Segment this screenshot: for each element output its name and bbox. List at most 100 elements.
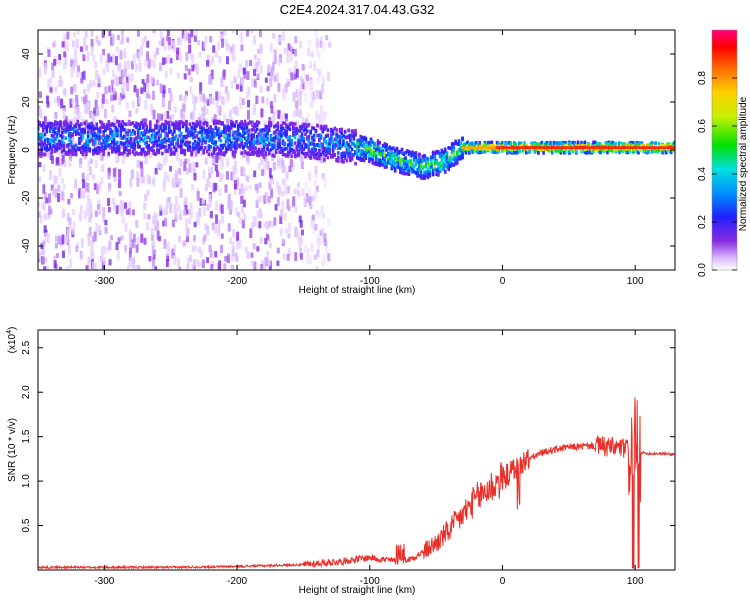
spectrogram-cell xyxy=(440,153,444,157)
spectrogram-ridge-cell xyxy=(525,146,528,149)
spectrogram-cell xyxy=(355,141,359,146)
spectrogram-cell xyxy=(218,260,222,270)
spectrogram-cell xyxy=(350,141,354,145)
spectrogram-cell xyxy=(229,116,233,123)
spectrogram-cell xyxy=(266,161,270,170)
spectrogram-cell xyxy=(242,145,245,150)
spectrogram-cell xyxy=(231,107,235,114)
colorbar: 0.00.20.40.60.8 Normalized spectral ampl… xyxy=(697,29,749,277)
spectrogram-cell xyxy=(252,133,256,138)
spectrogram-cell xyxy=(326,128,330,132)
spectrogram-cell xyxy=(392,153,395,157)
spectrogram-cell xyxy=(90,47,94,56)
spectrogram-cell xyxy=(407,172,411,177)
spectrogram-cell xyxy=(457,148,461,152)
spectrogram-cell xyxy=(210,69,214,80)
spectrogram-cell xyxy=(588,150,592,155)
spectrogram-cell xyxy=(185,126,188,131)
spectrogram-cell xyxy=(204,223,208,231)
spectrogram-cell xyxy=(288,123,292,130)
spectrogram-cell xyxy=(99,151,103,161)
spectrogram-cell xyxy=(294,188,298,194)
spectrogram-cell xyxy=(273,131,276,135)
spectrogram-cell xyxy=(252,150,256,154)
spectrogram-cell xyxy=(461,155,464,159)
spectrogram-cell xyxy=(328,42,332,48)
spectrogram-cell xyxy=(64,130,68,134)
spectrogram-cell xyxy=(454,158,457,163)
spectrogram-cell xyxy=(45,127,49,132)
spectrogram-cell xyxy=(294,206,298,213)
spectrogram-cell xyxy=(405,163,409,167)
spectrogram-cell xyxy=(95,35,99,44)
spectrogram-cell xyxy=(312,133,316,138)
spectrogram-cell xyxy=(255,200,259,208)
spectrogram-ridge-cell xyxy=(618,146,622,149)
spectrogram-cell xyxy=(135,123,138,128)
spectrogram-cell xyxy=(305,129,309,134)
spectrogram-cell xyxy=(198,207,202,218)
spectrogram-cell xyxy=(321,142,325,147)
spectrogram-cell xyxy=(236,177,240,188)
spectrogram-cell xyxy=(102,246,106,255)
spectrogram-cell xyxy=(53,98,57,104)
spectrogram-cell xyxy=(423,154,426,158)
spectrogram-cell xyxy=(385,144,388,149)
spectrogram-cell xyxy=(301,229,305,236)
spectrogram-cell xyxy=(269,135,273,139)
spectrogram-cell xyxy=(269,143,273,147)
spectrogram-cell xyxy=(102,144,105,149)
spectrogram-cell xyxy=(526,148,530,152)
spectrogram-cell xyxy=(286,152,290,156)
spectrogram-cell xyxy=(152,149,155,153)
spectrogram-cell xyxy=(162,127,166,132)
spectrogram-cell xyxy=(320,105,324,114)
spectrogram-cell xyxy=(336,146,340,151)
spectrogram-cell xyxy=(145,221,149,231)
spectrogram-cell xyxy=(385,148,388,152)
spectrogram-cell xyxy=(152,144,155,148)
spectrogram-cell xyxy=(623,142,626,146)
spectrogram-cell xyxy=(148,120,152,124)
spectrogram-cell xyxy=(102,257,106,266)
spectrogram-cell xyxy=(181,117,185,126)
spectrogram-cell xyxy=(549,147,552,152)
spectrogram-cell xyxy=(69,98,73,108)
spectrogram-cell xyxy=(480,147,483,152)
spectrogram-cell xyxy=(249,228,253,239)
spectrogram-cell xyxy=(131,121,135,125)
spectrogram-cell xyxy=(428,163,432,168)
spectrogram-ridge-cell xyxy=(513,146,516,149)
spectrogram-cell xyxy=(95,146,99,151)
spectrogram-cell xyxy=(235,132,238,136)
spectrogram-cell xyxy=(169,58,173,64)
spectrogram-cell xyxy=(69,154,73,161)
spectrogram-cell xyxy=(38,136,42,141)
spectrogram-cell xyxy=(224,138,228,143)
spectrogram-cell xyxy=(184,204,188,215)
spectrogram-cell xyxy=(87,83,91,92)
spectrogram-cell xyxy=(426,161,430,165)
spectrogram-cell xyxy=(185,143,188,147)
spectrogram-cell xyxy=(115,242,119,251)
spectrogram-cell xyxy=(538,147,542,151)
spectrogram-cell xyxy=(392,159,395,164)
spectrogram-cell xyxy=(167,130,171,135)
spectrogram-cell xyxy=(298,237,302,248)
spectrogram-ridge-cell xyxy=(614,146,618,149)
spectrogram-cell xyxy=(378,158,381,162)
spectrogram-cell xyxy=(145,139,149,150)
spectrogram-cell xyxy=(185,51,189,61)
spectrogram-cell xyxy=(200,130,204,134)
spectrogram-cell xyxy=(152,258,156,268)
spectrogram-cell xyxy=(438,154,442,159)
spectrogram-cell xyxy=(654,141,658,146)
spectrogram-cell xyxy=(376,162,380,166)
spectrogram-cell xyxy=(324,140,328,144)
spectrogram-cell xyxy=(271,145,275,149)
spectrogram-cell xyxy=(140,148,143,152)
spectrogram-cell xyxy=(73,105,77,114)
spectrogram-cell xyxy=(514,150,518,155)
spectrogram-cell xyxy=(169,67,173,76)
spectrogram-cell xyxy=(452,142,456,146)
